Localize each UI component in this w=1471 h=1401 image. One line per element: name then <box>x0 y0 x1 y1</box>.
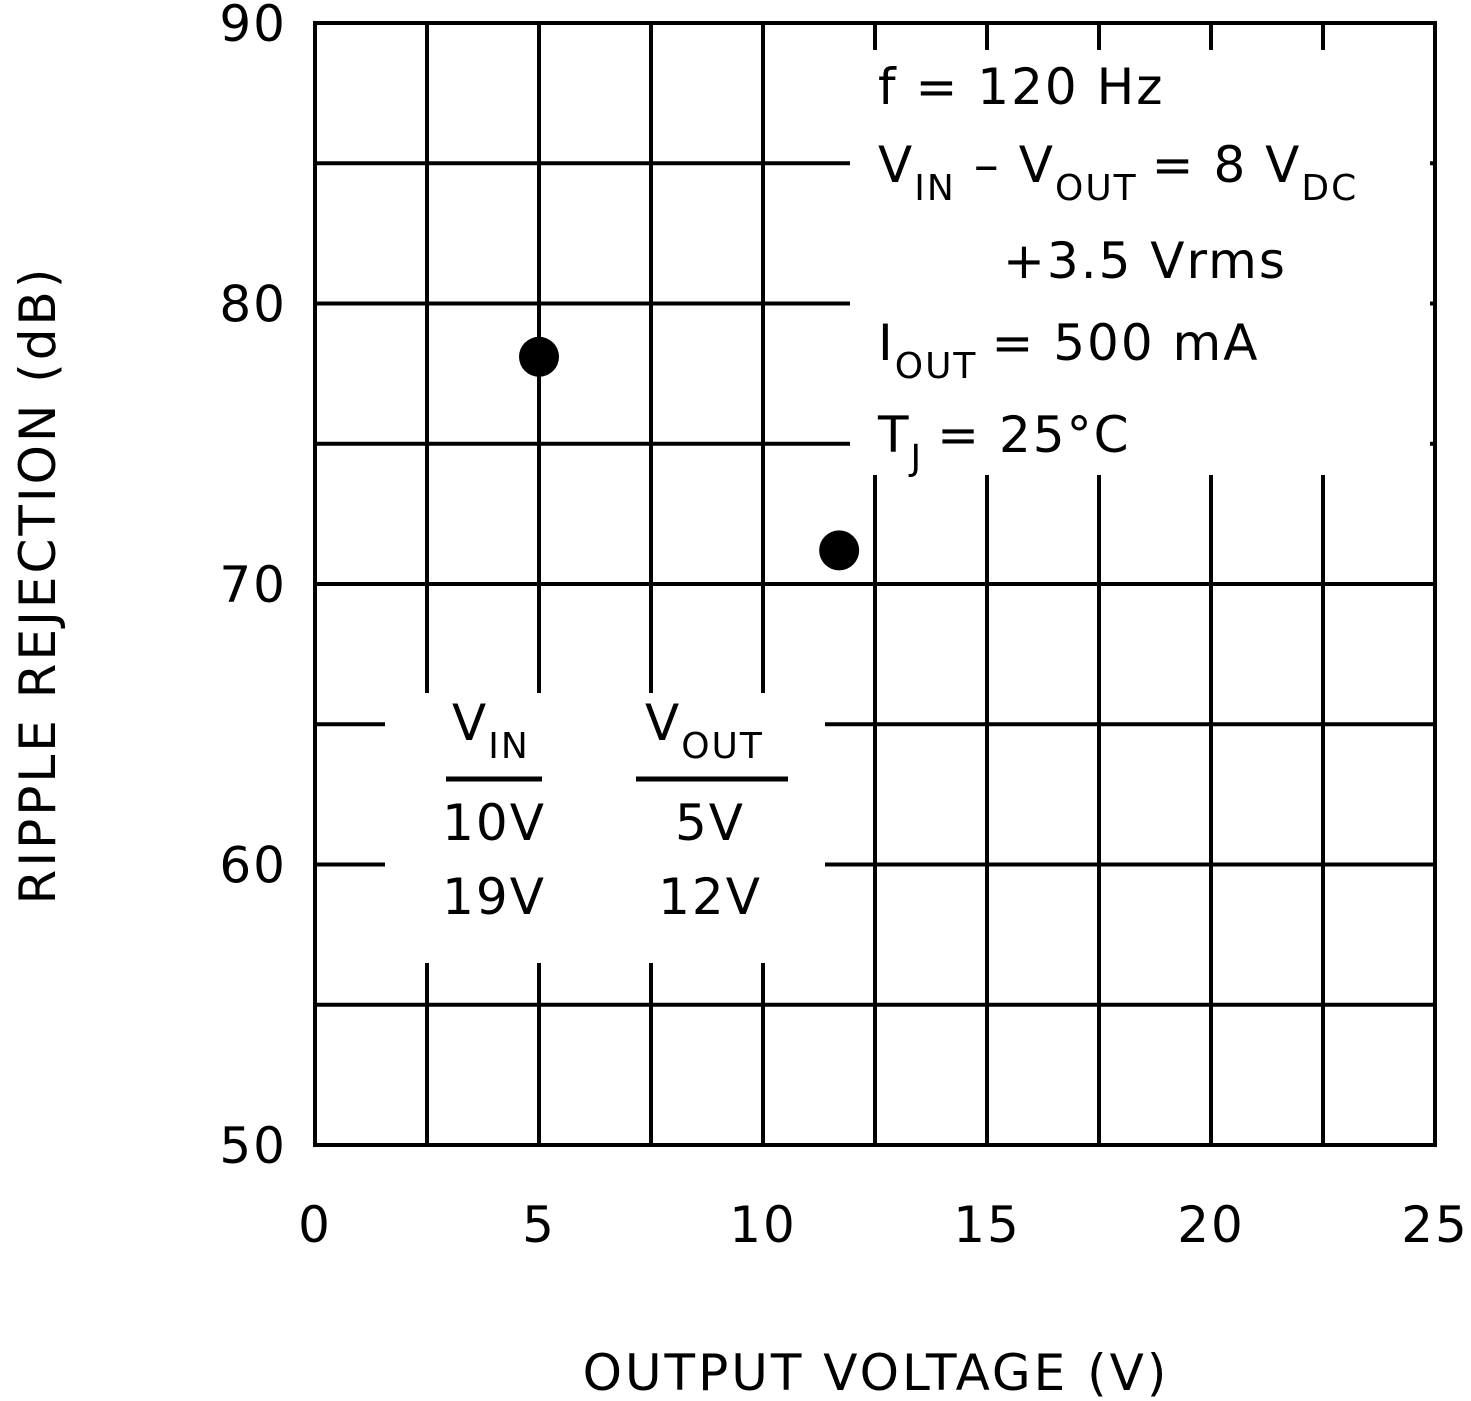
x-tick-label: 25 <box>1401 1196 1469 1254</box>
voltage-condition: VIN – VOUT = 8 VDC <box>878 136 1358 209</box>
ripple-amplitude: +3.5 Vrms <box>1003 232 1287 290</box>
y-tick-label: 50 <box>219 1117 287 1175</box>
x-tick-labels: 0 5 10 15 20 25 <box>298 1196 1469 1254</box>
x-tick-label: 15 <box>953 1196 1021 1254</box>
x-tick-label: 20 <box>1177 1196 1245 1254</box>
iout-value: = 500 mA <box>991 314 1259 372</box>
x-tick-label: 5 <box>522 1196 556 1254</box>
minus-sign: – <box>974 136 1001 194</box>
plot-frame <box>313 21 1437 1147</box>
y-tick-label: 70 <box>219 556 287 614</box>
vin-subscript: IN <box>914 168 956 209</box>
table-row-vin: 10V <box>442 794 546 852</box>
table-row-vout: 5V <box>675 794 745 852</box>
x-tick-label: 10 <box>729 1196 797 1254</box>
data-point <box>819 530 860 571</box>
vout-symbol: V <box>1019 136 1055 194</box>
test-conditions: f = 120 Hz VIN – VOUT = 8 VDC +3.5 Vrms IOU… <box>877 58 1358 479</box>
table-header-vout: VOUT <box>645 694 764 767</box>
tj-subscript: J <box>909 438 924 479</box>
table-row-vout: 12V <box>658 868 762 926</box>
y-axis-title: RIPPLE REJECTION (dB) <box>9 266 67 905</box>
annotation-mask <box>1170 375 1195 475</box>
iout-symbol: I <box>878 314 895 372</box>
data-point <box>519 336 559 377</box>
temperature-condition: TJ = 25°C <box>877 406 1131 479</box>
table-mask <box>385 693 825 963</box>
iout-subscript: OUT <box>895 346 978 387</box>
table-row-vin: 19V <box>442 868 546 926</box>
voltage-table: VIN VOUT 10V 5V 19V 12V <box>442 694 788 926</box>
current-condition: IOUT = 500 mA <box>878 314 1259 387</box>
vout-subscript: OUT <box>1055 168 1138 209</box>
data-points <box>519 336 860 571</box>
y-tick-label: 80 <box>219 276 287 334</box>
tj-symbol: T <box>877 406 911 464</box>
tj-value: = 25°C <box>937 406 1130 464</box>
x-axis-title: OUTPUT VOLTAGE (V) <box>583 1344 1170 1401</box>
annotation-mask <box>850 50 1430 475</box>
y-tick-labels: 50 60 70 80 90 <box>219 0 287 1175</box>
dc-value: = 8 V <box>1152 136 1302 194</box>
table-header-vin: VIN <box>452 694 530 767</box>
dc-subscript: DC <box>1301 168 1358 209</box>
frequency-condition: f = 120 Hz <box>878 58 1164 116</box>
vin-symbol: V <box>878 136 914 194</box>
y-tick-label: 90 <box>219 0 287 53</box>
y-tick-label: 60 <box>219 837 287 895</box>
x-tick-label: 0 <box>298 1196 332 1254</box>
